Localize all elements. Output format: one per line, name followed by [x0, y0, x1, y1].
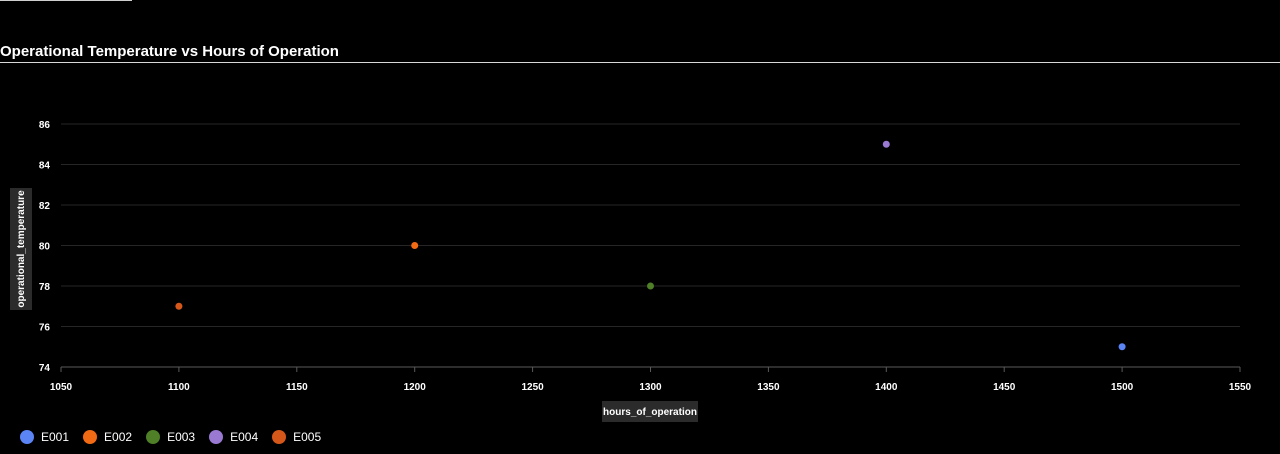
x-tick-label: 1150: [286, 382, 308, 393]
legend-swatch: [83, 430, 98, 444]
x-tick-label: 1450: [993, 382, 1016, 393]
legend-swatch: [209, 430, 224, 444]
y-tick-label: 74: [39, 363, 51, 374]
legend-item-e005[interactable]: E005: [272, 430, 321, 444]
data-point-e003: [647, 282, 654, 290]
x-tick-label: 1500: [1111, 382, 1134, 393]
x-tick-label: 1250: [521, 382, 544, 393]
data-point-e004: [882, 140, 890, 148]
x-tick-label: 1050: [50, 382, 73, 393]
legend-swatch: [20, 430, 34, 444]
legend-label: E002: [104, 430, 133, 444]
x-tick-label: 1200: [404, 382, 427, 393]
x-tick-label: 1350: [757, 382, 780, 393]
data-point-e002: [411, 242, 419, 249]
legend-label: E003: [167, 430, 196, 444]
chart-legend: E001 E002 E003 E004 E005: [20, 430, 321, 444]
legend-swatch: [272, 430, 287, 444]
y-tick-label: 86: [39, 120, 51, 131]
legend-item-e002[interactable]: E002: [83, 430, 132, 444]
legend-item-e003[interactable]: E003: [146, 430, 195, 444]
legend-label: E005: [293, 430, 322, 444]
x-tick-label: 1400: [875, 382, 898, 393]
title-divider: [0, 62, 1280, 63]
page-title: Operational Temperature vs Hours of Oper…: [0, 43, 339, 60]
y-tick-label: 76: [39, 323, 51, 334]
y-tick-label: 78: [39, 282, 51, 293]
y-axis-title-box: [10, 188, 32, 310]
top-divider: [0, 0, 132, 1]
data-point-e001: [1118, 343, 1126, 351]
x-tick-label: 1300: [639, 382, 662, 393]
legend-item-e004[interactable]: E004: [209, 430, 258, 444]
y-tick-label: 84: [39, 161, 51, 172]
y-tick-label: 82: [39, 201, 51, 212]
legend-label: E001: [41, 430, 70, 444]
x-tick-label: 1100: [168, 382, 190, 393]
legend-item-e001[interactable]: E001: [20, 430, 69, 444]
legend-swatch: [146, 430, 161, 444]
x-axis-title-box: [602, 401, 698, 422]
x-tick-label: 1550: [1229, 382, 1252, 393]
data-point-e005: [175, 302, 183, 310]
y-tick-label: 80: [39, 242, 51, 253]
legend-label: E004: [230, 430, 259, 444]
y-axis-title: operational_temperature: [16, 190, 27, 308]
x-axis-title: hours_of_operation: [603, 407, 697, 418]
